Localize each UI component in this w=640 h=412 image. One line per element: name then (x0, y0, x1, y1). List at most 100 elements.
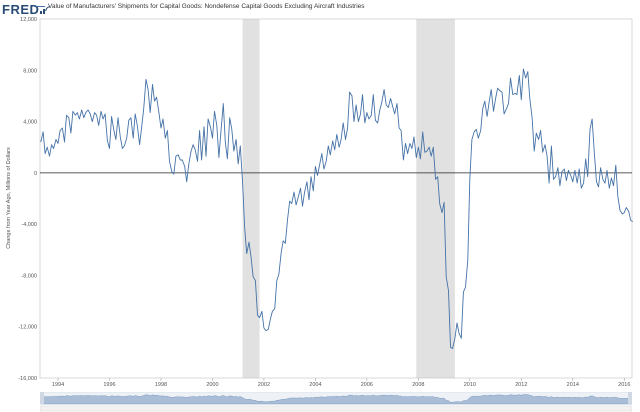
data-point (587, 176, 588, 177)
data-point (482, 108, 483, 109)
data-point (368, 118, 369, 119)
navigator-right-handle[interactable] (628, 392, 632, 404)
data-point (345, 139, 346, 140)
data-point (231, 129, 232, 130)
data-point (392, 105, 393, 106)
data-point (199, 130, 200, 131)
data-point (235, 139, 236, 140)
data-point (272, 311, 273, 312)
data-point (531, 117, 532, 118)
data-point (542, 152, 543, 153)
data-point (407, 153, 408, 154)
plot-border (39, 18, 633, 379)
data-point (274, 308, 275, 309)
y-tick-label: -12,000 (18, 325, 37, 331)
data-point (355, 104, 356, 105)
data-point (227, 158, 228, 159)
data-point (478, 138, 479, 139)
data-point (175, 155, 176, 156)
data-point (484, 100, 485, 101)
data-point (476, 129, 477, 130)
data-point (147, 89, 148, 90)
data-point (398, 127, 399, 128)
data-point (98, 125, 99, 126)
data-point (570, 175, 571, 176)
data-point (441, 212, 442, 213)
data-point (405, 143, 406, 144)
data-point (167, 130, 168, 131)
x-tick-label: 1996 (103, 382, 115, 388)
data-point (293, 191, 294, 192)
data-point (503, 113, 504, 114)
data-point (124, 145, 125, 146)
data-point (385, 104, 386, 105)
data-point (583, 182, 584, 183)
data-point (336, 134, 337, 135)
data-point (145, 79, 146, 80)
data-point (64, 141, 65, 142)
data-point (154, 100, 155, 101)
data-point (593, 150, 594, 151)
data-point (519, 75, 520, 76)
data-point (439, 203, 440, 204)
x-tick-label: 2014 (567, 382, 579, 388)
data-point (233, 150, 234, 151)
data-point (310, 176, 311, 177)
data-point (611, 177, 612, 178)
data-point (360, 113, 361, 114)
data-point (79, 118, 80, 119)
y-tick-label: -4,000 (21, 222, 37, 228)
data-point (323, 168, 324, 169)
navigator-series (40, 394, 632, 405)
timeline-navigator[interactable] (40, 392, 632, 412)
data-point (171, 171, 172, 172)
data-point (297, 197, 298, 198)
data-point (602, 179, 603, 180)
data-point (96, 114, 97, 115)
navigator-scrollbar[interactable] (40, 405, 632, 412)
data-point (630, 220, 631, 221)
data-point (546, 155, 547, 156)
data-point (428, 147, 429, 148)
data-point (149, 112, 150, 113)
y-tick-label: -8,000 (21, 273, 37, 279)
data-point (431, 155, 432, 156)
data-point (229, 117, 230, 118)
data-point (351, 95, 352, 96)
data-point (454, 338, 455, 339)
data-point (448, 290, 449, 291)
data-point (536, 132, 537, 133)
data-point (424, 152, 425, 153)
data-point (225, 141, 226, 142)
data-point (338, 147, 339, 148)
data-point (452, 348, 453, 349)
data-point (465, 286, 466, 287)
data-point (117, 117, 118, 118)
data-point (207, 118, 208, 119)
data-point (497, 88, 498, 89)
fred-logo[interactable]: FRED (2, 1, 51, 17)
data-point (237, 163, 238, 164)
navigator-left-handle[interactable] (40, 392, 44, 404)
data-point (480, 130, 481, 131)
data-point (617, 195, 618, 196)
data-point (92, 121, 93, 122)
data-point (585, 158, 586, 159)
data-point (276, 280, 277, 281)
data-point (615, 164, 616, 165)
data-point (72, 111, 73, 112)
data-point (596, 181, 597, 182)
data-point (529, 98, 530, 99)
chart-legend: Value of Manufacturers' Shipments for Ca… (36, 3, 365, 10)
data-point (544, 144, 545, 145)
data-point (561, 171, 562, 172)
data-point (128, 120, 129, 121)
data-point (246, 253, 247, 254)
data-point (70, 132, 71, 133)
data-point (102, 118, 103, 119)
data-point (182, 159, 183, 160)
data-point (512, 94, 513, 95)
data-point (59, 130, 60, 131)
data-point (576, 182, 577, 183)
data-point (143, 108, 144, 109)
